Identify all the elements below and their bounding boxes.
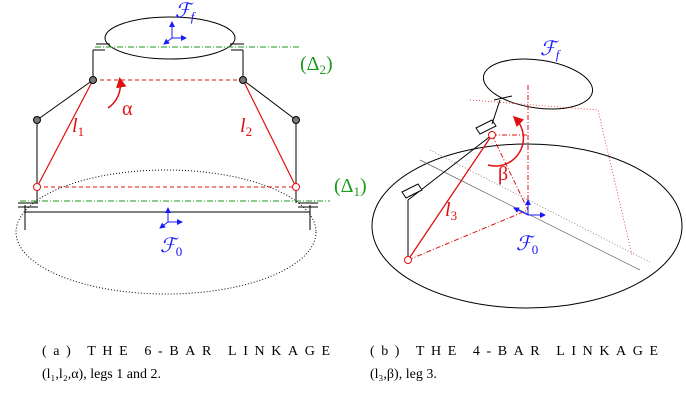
label-sub: 1: [78, 124, 85, 139]
label-main: (Δ: [334, 175, 354, 197]
caption-line: (l₁,l₂,α), legs 1 and 2.: [42, 367, 161, 382]
axis-label: (Δ1): [334, 175, 367, 199]
axis-label: (Δ2): [300, 53, 333, 77]
angle-label: β: [498, 163, 508, 185]
frame-label: ℱf: [540, 38, 562, 62]
figure: ℱf ℱ0 (Δ2) (Δ1) α l1 l2 ℱf ℱ0 β l3 (a) T…: [0, 0, 686, 400]
label-sub: 0: [176, 244, 183, 259]
four-bar-diagram: [372, 53, 682, 308]
label-sub: 3: [451, 208, 458, 223]
label-sub: 2: [246, 124, 253, 139]
label-sub: f: [556, 47, 562, 62]
leg-label: l3: [445, 199, 457, 223]
label-sub: f: [191, 9, 197, 24]
label-main: (Δ: [300, 53, 320, 75]
angle-label: α: [122, 98, 133, 120]
label-tail: ): [360, 175, 367, 197]
frame-label: ℱ0: [516, 233, 538, 257]
caption-line: (b) THE 4-BAR LINKAGE: [370, 344, 658, 359]
caption-line: (l₃,β), leg 3.: [370, 367, 437, 382]
caption-line: (a) THE 6-BAR LINKAGE: [42, 344, 330, 359]
label-sub: 0: [532, 242, 539, 257]
leg-label: l2: [240, 115, 252, 139]
leg-label: l1: [72, 115, 84, 139]
frame-label: ℱ0: [160, 235, 182, 259]
frame-label: ℱf: [175, 0, 197, 24]
label-tail: ): [326, 53, 333, 75]
